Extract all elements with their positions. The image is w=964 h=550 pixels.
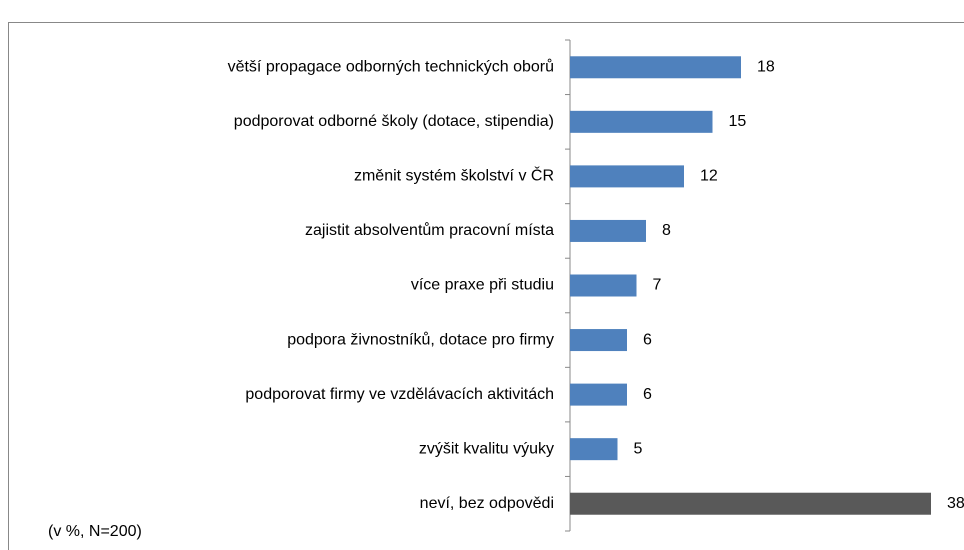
bar <box>570 110 713 133</box>
value-label: 18 <box>757 58 775 75</box>
category-label: podporovat odborné školy (dotace, stipen… <box>234 113 554 130</box>
bar <box>570 329 627 352</box>
value-label: 8 <box>662 222 671 239</box>
value-label: 15 <box>729 113 747 130</box>
note: (v %, N=200) <box>48 523 142 540</box>
chart-border <box>8 22 964 550</box>
category-label: neví, bez odpovědi <box>420 495 554 512</box>
bar <box>570 383 627 406</box>
category-label: větší propagace odborných technických ob… <box>228 57 554 75</box>
category-label: podpora živnostníků, dotace pro firmy <box>287 330 554 348</box>
value-label: 7 <box>653 277 662 294</box>
category-label: zajistit absolventům pracovní místa <box>305 221 554 239</box>
value-label: 6 <box>643 331 652 348</box>
value-label: 38 <box>947 495 964 512</box>
category-label: více praxe při studiu <box>411 277 554 294</box>
category-label: změnit systém školství v ČR <box>354 166 554 185</box>
bar <box>570 56 741 79</box>
category-label: zvýšit kvalitu výuky <box>419 440 554 457</box>
category-label: podporovat firmy ve vzdělávacích aktivit… <box>245 386 554 403</box>
value-label: 5 <box>634 440 643 457</box>
bar <box>570 165 684 188</box>
bar <box>570 219 646 242</box>
bar <box>570 492 931 515</box>
value-label: 12 <box>700 168 718 185</box>
bar <box>570 438 618 461</box>
value-label: 6 <box>643 386 652 403</box>
bar <box>570 274 637 297</box>
